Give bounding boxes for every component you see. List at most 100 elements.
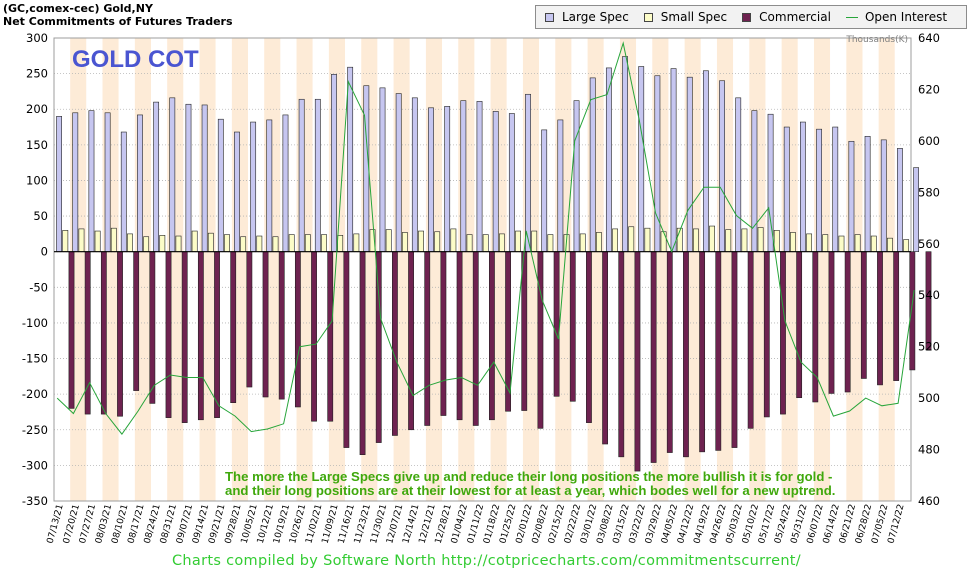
bar-small-spec xyxy=(628,226,635,252)
bar-small-spec xyxy=(903,239,910,252)
bar-large-spec xyxy=(428,107,434,252)
bar-small-spec xyxy=(709,225,715,252)
bar-large-spec xyxy=(541,129,548,252)
bar-commercial xyxy=(197,251,204,421)
legend-label-small-spec: Small Spec xyxy=(660,10,728,24)
bar-small-spec xyxy=(596,232,602,252)
y2-tick-label: 520 xyxy=(918,340,940,354)
y-tick-label: 250 xyxy=(26,67,48,81)
bar-commercial xyxy=(133,251,140,391)
bar-commercial xyxy=(650,251,657,463)
bar-small-spec xyxy=(725,229,732,252)
y-tick-label: -350 xyxy=(22,494,48,508)
bar-large-spec xyxy=(864,135,871,252)
bar-large-spec xyxy=(56,116,62,252)
bar-small-spec xyxy=(304,234,311,252)
bar-large-spec xyxy=(670,68,677,252)
instrument-name: (GC,comex-cec) Gold,NY xyxy=(3,2,153,15)
bar-small-spec xyxy=(450,228,457,252)
bar-commercial xyxy=(925,251,932,351)
bar-commercial xyxy=(230,251,237,404)
bar-commercial xyxy=(327,251,334,422)
bar-commercial xyxy=(844,251,851,393)
bar-commercial xyxy=(828,251,835,394)
chart-subtitle: Net Commitments of Futures Traders xyxy=(3,15,233,28)
bar-small-spec xyxy=(612,228,618,252)
bars-layer xyxy=(56,56,932,472)
legend-item-commercial: Commercial xyxy=(742,10,831,24)
bar-large-spec xyxy=(250,121,257,252)
bar-large-spec xyxy=(492,111,499,252)
bar-small-spec xyxy=(159,235,166,252)
bar-small-spec xyxy=(660,231,667,252)
bar-commercial xyxy=(763,251,770,418)
bar-commercial xyxy=(246,251,253,388)
bar-small-spec xyxy=(822,234,829,252)
y-tick-label: 300 xyxy=(26,31,48,45)
bar-small-spec xyxy=(321,234,327,252)
bar-large-spec xyxy=(719,80,725,252)
bar-commercial xyxy=(391,251,398,436)
bar-small-spec xyxy=(240,236,247,252)
left-y-axis: 300 250 200 150 100 50 0 -50 -100 -150 -200 -250 -30… xyxy=(22,31,48,508)
legend-label-commercial: Commercial xyxy=(759,10,831,24)
bar-large-spec xyxy=(848,140,855,252)
bar-small-spec xyxy=(385,229,392,252)
annotation: The more the Large Specs give up and red… xyxy=(225,469,835,498)
y-tick-label: 200 xyxy=(26,102,48,116)
bar-commercial xyxy=(666,251,673,453)
y2-tick-label: 480 xyxy=(918,443,940,457)
bar-commercial xyxy=(877,251,883,386)
annotation-line-1: The more the Large Specs give up and red… xyxy=(225,469,832,484)
y2-tick-label: 640 xyxy=(918,31,940,45)
bar-large-spec xyxy=(735,97,742,252)
bar-commercial xyxy=(343,251,350,448)
bar-commercial xyxy=(893,251,900,381)
bar-commercial xyxy=(521,251,528,411)
bar-commercial xyxy=(424,251,431,426)
bar-large-spec xyxy=(525,93,531,252)
bar-large-spec xyxy=(638,66,645,252)
right-y-axis: 640 620 600 580 560 540 520 500 480 460 xyxy=(918,31,940,508)
legend-swatch-commercial xyxy=(742,12,752,22)
bar-small-spec xyxy=(110,227,117,252)
bar-commercial xyxy=(586,251,592,423)
y2-tick-label: 580 xyxy=(918,185,940,199)
bar-small-spec xyxy=(757,227,764,252)
bar-large-spec xyxy=(460,100,467,252)
bar-small-spec xyxy=(191,230,198,252)
bar-large-spec xyxy=(816,128,822,252)
bar-commercial xyxy=(618,251,625,458)
chart-title: GOLD COT xyxy=(72,46,199,73)
y-tick-label: 150 xyxy=(26,138,48,152)
bar-large-spec xyxy=(800,121,806,252)
bar-large-spec xyxy=(72,112,79,252)
bar-large-spec xyxy=(897,148,903,252)
bar-commercial xyxy=(262,251,269,398)
bar-large-spec xyxy=(104,112,111,252)
bar-large-spec xyxy=(654,75,661,252)
bar-small-spec xyxy=(790,232,796,252)
bar-large-spec xyxy=(331,74,337,252)
bar-small-spec xyxy=(94,230,101,252)
bar-large-spec xyxy=(395,93,402,252)
right-axis-unit-label: Thousands(K) xyxy=(845,35,908,45)
legend: Large Spec Small Spec Commercial Open In… xyxy=(535,5,967,29)
bar-small-spec xyxy=(870,235,877,252)
bar-commercial xyxy=(359,251,366,455)
y-tick-label: -200 xyxy=(22,387,48,401)
bar-commercial xyxy=(780,251,786,415)
bar-commercial xyxy=(456,251,463,421)
bar-large-spec xyxy=(137,114,143,252)
bar-commercial xyxy=(294,251,301,408)
bar-large-spec xyxy=(832,126,839,252)
legend-swatch-large-spec xyxy=(545,12,554,22)
background-band xyxy=(54,38,71,501)
bar-commercial xyxy=(472,251,479,426)
bar-small-spec xyxy=(644,227,651,252)
bar-commercial xyxy=(278,251,285,400)
bar-small-spec xyxy=(887,237,893,252)
bar-small-spec xyxy=(547,234,554,252)
y-tick-label: 0 xyxy=(41,245,48,259)
bar-large-spec xyxy=(282,114,289,252)
